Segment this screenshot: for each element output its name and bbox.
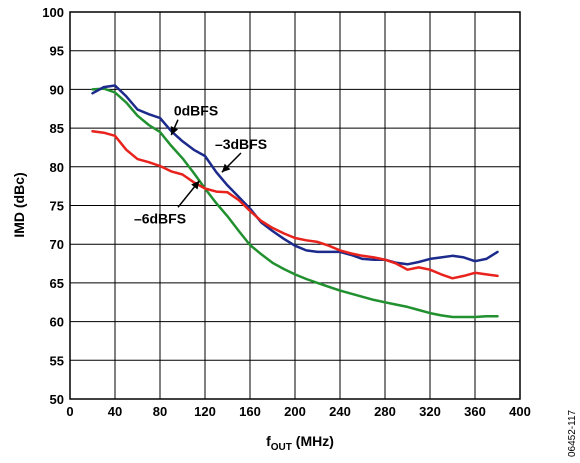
series-line-1 [91, 84, 499, 266]
x-tick-label: 200 [284, 404, 306, 419]
x-tick-label: 80 [153, 404, 167, 419]
y-tick-label: 75 [50, 199, 64, 214]
series-lines [91, 84, 499, 319]
x-tick-labels: 0 40 80 120 160 200 240 280 320 360 400 [66, 404, 530, 419]
y-tick-label: 70 [50, 237, 64, 252]
x-tick-label: 320 [419, 404, 441, 419]
gridlines [70, 12, 520, 399]
annotation-label-2: –6dBFS [134, 210, 186, 226]
y-tick-label: 60 [50, 315, 64, 330]
x-axis-label: fOUT (MHz) [266, 433, 334, 453]
x-tick-label: 240 [329, 404, 351, 419]
y-tick-label: 100 [42, 5, 64, 20]
y-tick-label: 80 [50, 160, 64, 175]
annotation-arrowhead-2 [191, 180, 200, 190]
series-annotations: 0dBFS –3dBFS –6dBFS [134, 103, 267, 227]
x-tick-label: 40 [108, 404, 122, 419]
annotation-arrowhead-1 [221, 163, 231, 173]
y-tick-labels: 50 55 60 65 70 75 80 85 90 95 100 [42, 5, 64, 407]
y-tick-label: 55 [50, 353, 64, 368]
y-tick-label: 85 [50, 121, 64, 136]
x-tick-label: 400 [509, 404, 531, 419]
x-tick-label: 160 [239, 404, 261, 419]
y-tick-label: 95 [50, 44, 64, 59]
x-tick-label: 0 [66, 404, 73, 419]
plot-frame [69, 11, 521, 400]
annotation-label-0: 0dBFS [174, 103, 218, 119]
y-tick-label: 90 [50, 82, 64, 97]
annotation-arrowhead-0 [170, 126, 179, 136]
y-axis-label: IMD (dBc) [11, 172, 27, 237]
series-line-2 [91, 129, 499, 280]
x-tick-label: 120 [194, 404, 216, 419]
x-tick-label: 360 [464, 404, 486, 419]
figure-id: 06452-117 [567, 409, 578, 457]
x-axis-label-subscript: OUT [271, 442, 292, 453]
y-tick-label: 50 [50, 392, 64, 407]
y-tick-label: 65 [50, 276, 64, 291]
series-line-0 [91, 87, 499, 319]
x-tick-label: 280 [374, 404, 396, 419]
annotation-label-1: –3dBFS [215, 136, 267, 152]
